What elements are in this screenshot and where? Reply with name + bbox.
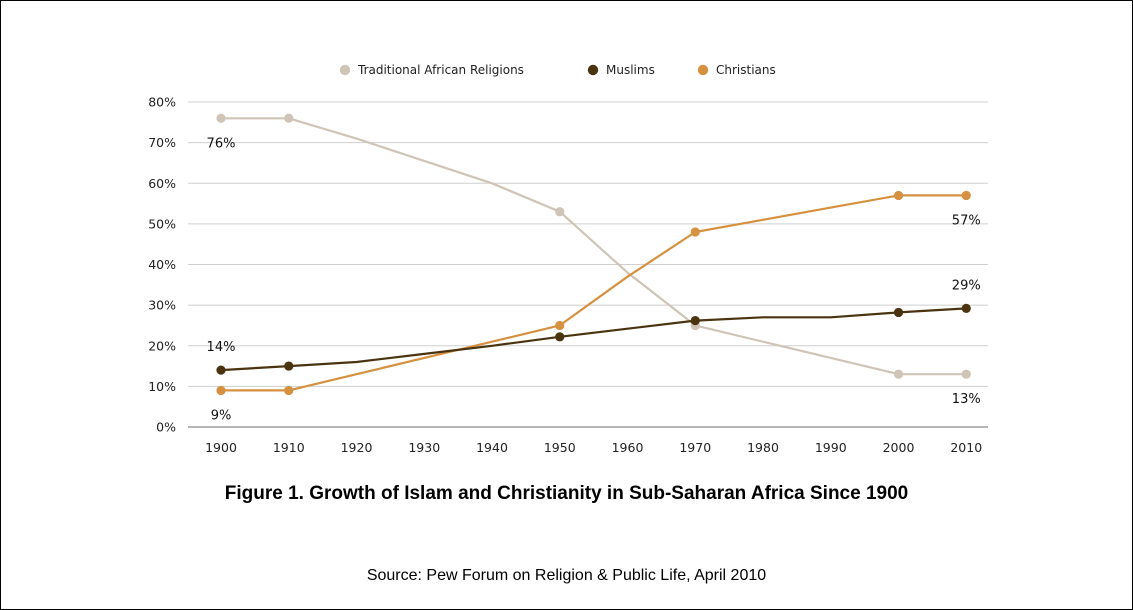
x-tick-label: 2000 xyxy=(883,440,915,455)
legend-label: Muslims xyxy=(606,63,655,77)
legend-label: Traditional African Religions xyxy=(357,63,524,77)
data-label: 13% xyxy=(952,392,981,407)
y-tick-label: 70% xyxy=(148,135,176,150)
data-label: 14% xyxy=(207,340,236,355)
series-lines xyxy=(219,117,968,392)
data-point-christians xyxy=(961,190,971,201)
data-point-muslims xyxy=(284,361,294,371)
y-tick-label: 50% xyxy=(148,216,176,231)
x-tick-label: 1940 xyxy=(476,440,508,455)
legend: Traditional African Religions Muslims Chri… xyxy=(339,63,776,77)
y-tick-label: 10% xyxy=(148,379,176,394)
y-tick-label: 40% xyxy=(148,257,176,272)
data-point-traditional-african-religions xyxy=(555,207,565,217)
legend-swatch xyxy=(697,64,709,76)
series-line-muslims xyxy=(219,307,968,372)
data-point-muslims xyxy=(893,307,904,318)
x-tick-label: 1980 xyxy=(747,440,779,455)
data-point-traditional-african-religions xyxy=(893,369,904,379)
series-markers xyxy=(216,113,971,396)
data-label: 9% xyxy=(211,408,232,423)
y-axis-ticks: 0% 10% 20% 30% 40% 50% 60% 70% 80% xyxy=(148,95,176,435)
data-point-muslims xyxy=(555,332,565,342)
y-tick-label: 20% xyxy=(148,338,176,353)
x-tick-label: 1960 xyxy=(612,440,644,455)
data-point-christians xyxy=(216,385,226,396)
data-label: 57% xyxy=(952,213,981,228)
x-tick-label: 1950 xyxy=(544,440,576,455)
series-line-christians xyxy=(219,194,968,392)
x-tick-label: 1930 xyxy=(408,440,440,455)
x-tick-label: 1910 xyxy=(273,440,305,455)
figure-caption: Figure 1. Growth of Islam and Christiani… xyxy=(224,483,909,504)
x-tick-label: 1900 xyxy=(205,440,237,455)
data-point-christians xyxy=(893,190,904,201)
data-point-traditional-african-religions xyxy=(216,113,226,123)
y-tick-label: 0% xyxy=(156,420,176,435)
data-point-christians xyxy=(284,385,294,396)
y-tick-label: 30% xyxy=(148,298,176,313)
data-point-christians xyxy=(690,227,700,237)
series-line-traditional-african-religions xyxy=(219,117,968,376)
x-tick-label: 1970 xyxy=(679,440,711,455)
data-point-christians xyxy=(555,320,565,331)
y-tick-label: 60% xyxy=(148,176,176,191)
x-tick-label: 1990 xyxy=(815,440,847,455)
gridlines xyxy=(188,101,988,428)
legend-swatch xyxy=(587,64,599,76)
data-point-muslims xyxy=(216,365,226,375)
data-point-muslims xyxy=(690,315,700,326)
data-point-muslims xyxy=(961,303,971,313)
legend-swatch xyxy=(339,64,351,76)
line-chart: Traditional African Religions Muslims Chri… xyxy=(148,63,988,455)
data-point-traditional-african-religions xyxy=(961,369,971,379)
data-labels: 76% 14% 9% 57% 29% 13% xyxy=(207,136,981,423)
data-label: 76% xyxy=(207,136,236,151)
data-point-traditional-african-religions xyxy=(284,113,294,123)
x-tick-label: 1920 xyxy=(341,440,373,455)
data-label: 29% xyxy=(952,278,981,293)
y-tick-label: 80% xyxy=(148,95,176,110)
x-tick-label: 2010 xyxy=(950,440,982,455)
source-note: Source: Pew Forum on Religion & Public L… xyxy=(366,567,767,584)
legend-label: Christians xyxy=(716,63,776,77)
x-axis-ticks: 1900 1910 1920 1930 1940 1950 1960 1970 1980 1990… xyxy=(205,440,982,455)
